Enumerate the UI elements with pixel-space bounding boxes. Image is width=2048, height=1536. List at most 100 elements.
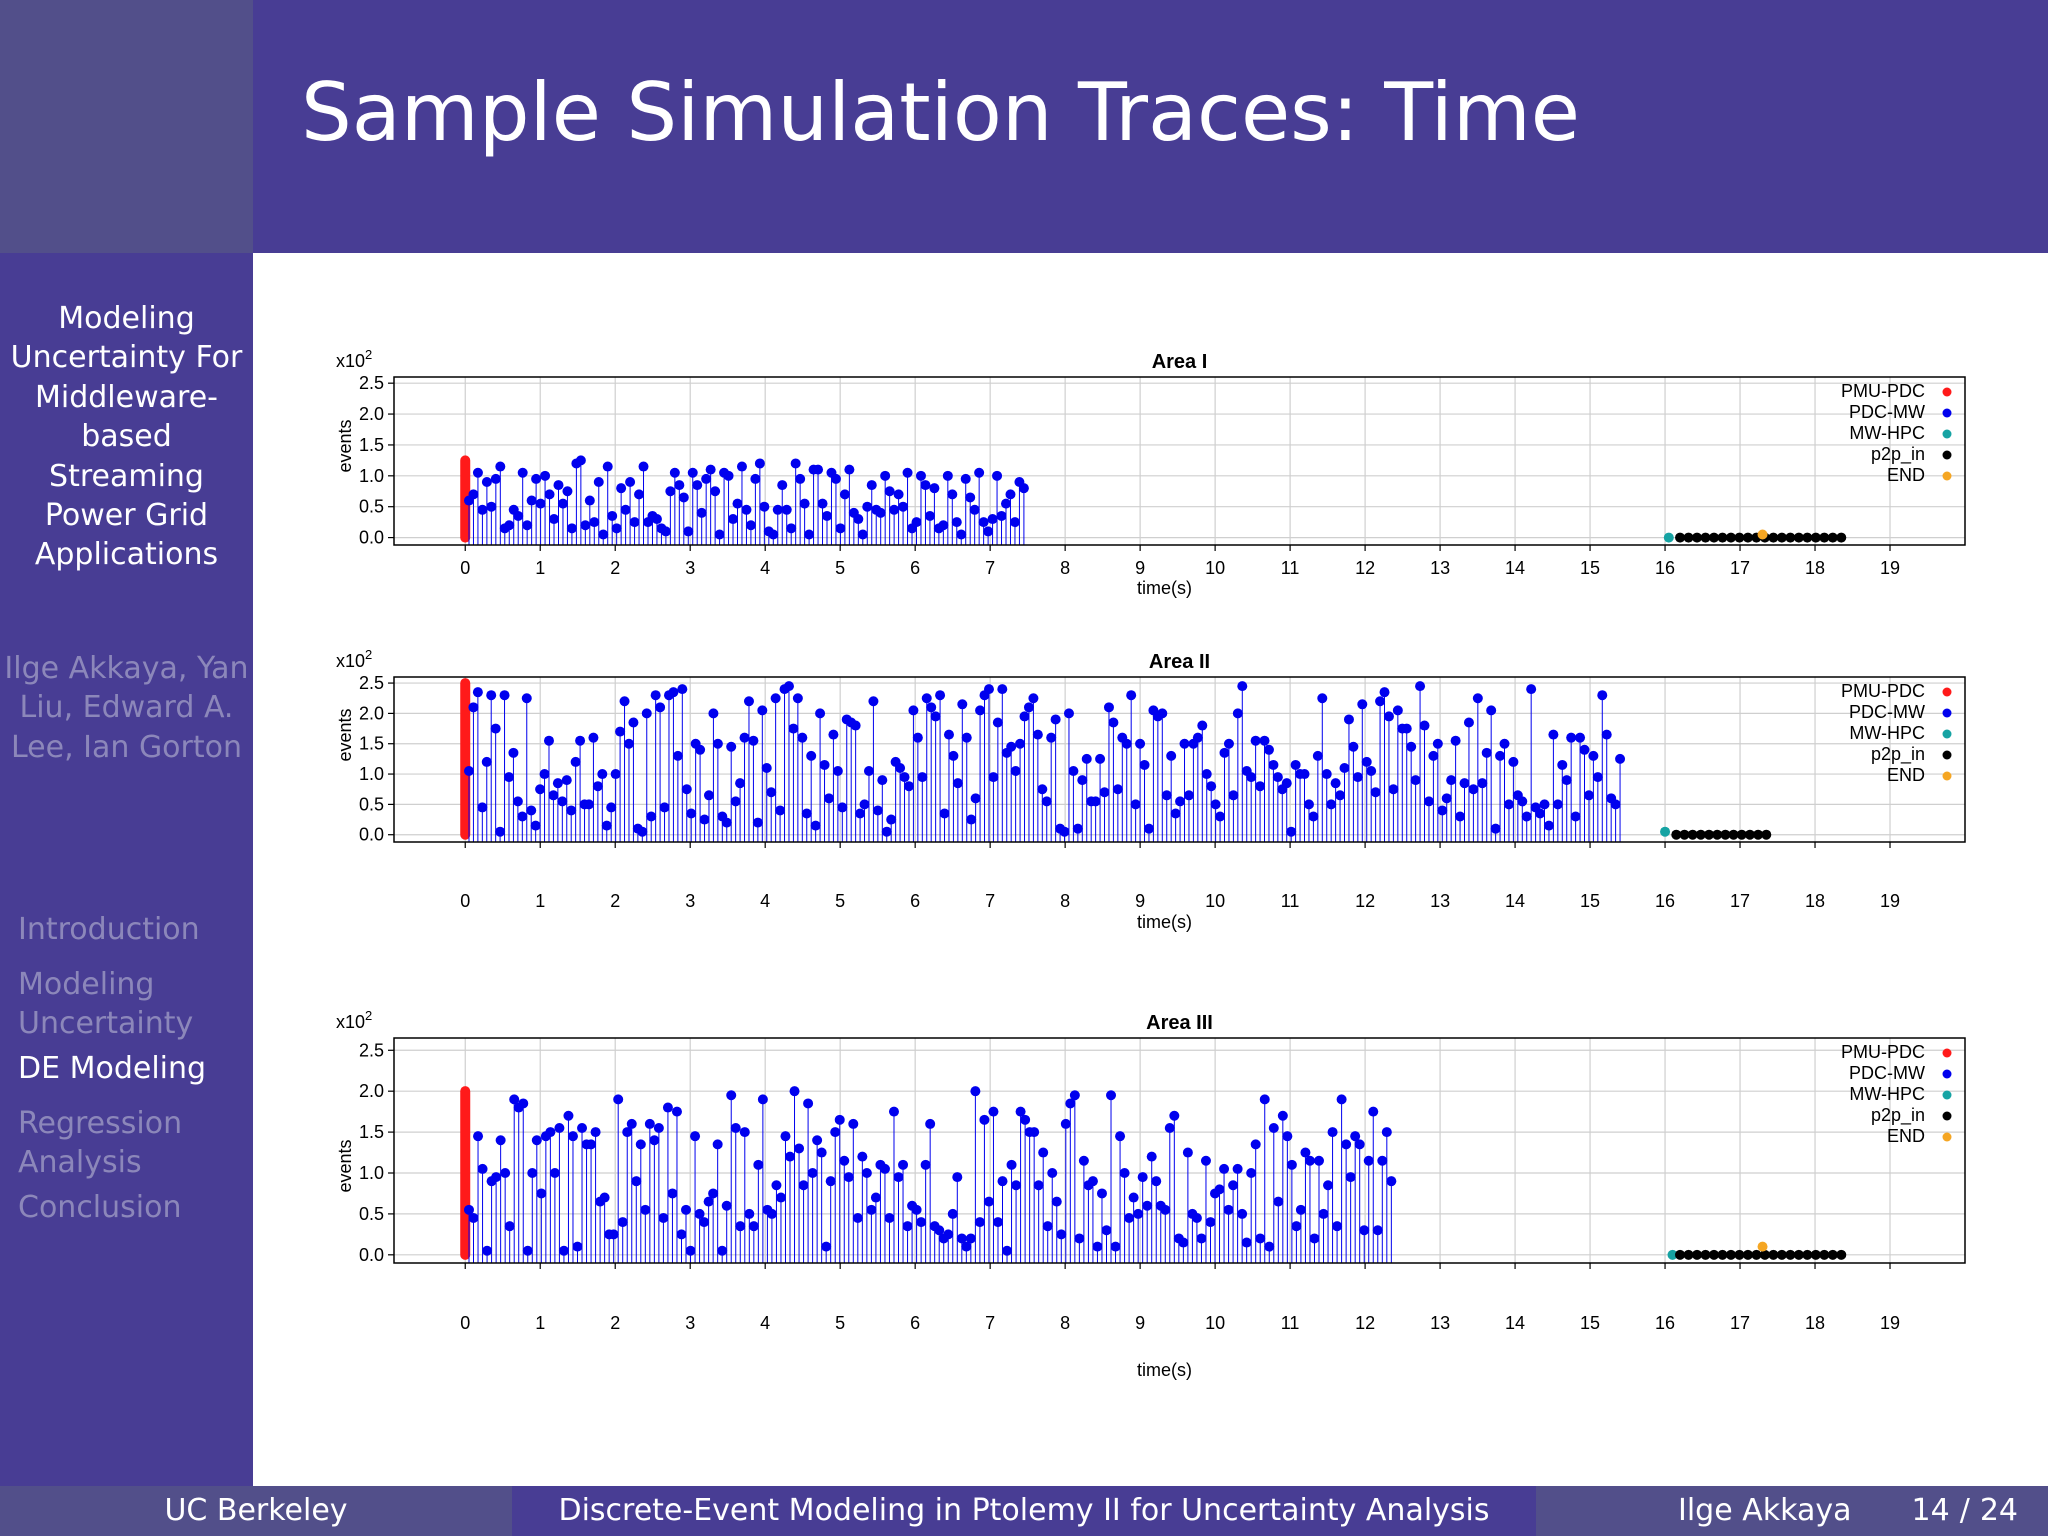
data-point bbox=[1675, 532, 1686, 543]
legend-label: PMU-PDC bbox=[1841, 1042, 1925, 1062]
footer: UC Berkeley Discrete-Event Modeling in P… bbox=[0, 1486, 2048, 1536]
data-point bbox=[598, 529, 609, 540]
legend-label: PDC-MW bbox=[1849, 1063, 1925, 1083]
data-point bbox=[1069, 1090, 1080, 1101]
sidebar-item-modeling-uncertainty[interactable]: Modeling Uncertainty bbox=[18, 967, 194, 1042]
data-point bbox=[619, 696, 630, 707]
data-point bbox=[961, 1241, 972, 1252]
chart-panel-3: 0 1 2 3 4 5 6 7 8 9 10 11 12 13 14 15 16 17 18 190.00.51.01… bbox=[335, 1008, 1966, 1380]
data-point bbox=[1675, 1249, 1686, 1260]
data-point bbox=[911, 517, 922, 528]
legend-marker bbox=[1942, 1132, 1952, 1142]
y-tick-label: 0.0 bbox=[359, 1245, 384, 1265]
data-point bbox=[535, 784, 546, 795]
data-point bbox=[1583, 790, 1594, 801]
y-axis-label: events bbox=[335, 1139, 355, 1192]
data-point bbox=[957, 699, 968, 710]
data-point bbox=[943, 1229, 954, 1240]
x-tick-label: 5 bbox=[835, 1313, 845, 1333]
data-point bbox=[518, 1098, 529, 1109]
data-point bbox=[1143, 823, 1154, 834]
legend-marker bbox=[1942, 708, 1952, 718]
x-tick-label: 5 bbox=[835, 891, 845, 911]
x-tick-label: 7 bbox=[985, 891, 995, 911]
data-point bbox=[1415, 681, 1426, 692]
data-point bbox=[996, 510, 1007, 521]
data-point bbox=[1539, 799, 1550, 810]
slide-title: Sample Simulation Traces: Time bbox=[301, 66, 1581, 159]
sidebar-item-de-modeling[interactable]: DE Modeling bbox=[18, 1051, 207, 1086]
data-point bbox=[572, 1241, 583, 1252]
data-point bbox=[1323, 1180, 1334, 1191]
data-point bbox=[575, 455, 586, 466]
sidebar-item-regression-analysis[interactable]: Regression Analysis bbox=[18, 1106, 183, 1181]
data-point bbox=[723, 470, 734, 481]
data-point bbox=[780, 1131, 791, 1142]
data-point bbox=[468, 1213, 479, 1223]
data-point bbox=[1683, 532, 1694, 543]
series-p2p-in bbox=[1671, 829, 1772, 840]
sidebar-talk-title[interactable]: Modeling Uncertainty For Middleware-base… bbox=[10, 301, 243, 573]
x-tick-label: 8 bbox=[1060, 1313, 1070, 1333]
data-point bbox=[790, 458, 801, 469]
data-point bbox=[839, 489, 850, 500]
sidebar-item-conclusion[interactable]: Conclusion bbox=[18, 1190, 182, 1225]
data-point bbox=[1757, 1241, 1768, 1252]
data-point bbox=[992, 1217, 1003, 1228]
data-point bbox=[521, 693, 532, 704]
data-point bbox=[692, 480, 703, 491]
data-point bbox=[795, 473, 806, 484]
data-point bbox=[629, 517, 640, 528]
data-point bbox=[644, 1118, 655, 1129]
data-point bbox=[634, 489, 645, 500]
data-point bbox=[1499, 738, 1510, 749]
data-point bbox=[983, 1196, 994, 1207]
data-point bbox=[777, 480, 788, 491]
data-point bbox=[1151, 1176, 1162, 1187]
data-point bbox=[544, 489, 555, 500]
x-tick-label: 17 bbox=[1730, 1313, 1750, 1333]
data-point bbox=[1124, 1213, 1135, 1223]
x-tick-label: 1 bbox=[535, 891, 545, 911]
data-point bbox=[586, 1139, 597, 1150]
data-point bbox=[766, 787, 777, 798]
data-point bbox=[540, 470, 551, 481]
data-point bbox=[1318, 1208, 1329, 1219]
x-tick-label: 4 bbox=[760, 1313, 770, 1333]
data-point bbox=[788, 723, 799, 734]
data-point bbox=[1379, 687, 1390, 698]
x-tick-label: 9 bbox=[1135, 558, 1145, 578]
sidebar-item-introduction[interactable]: Introduction bbox=[18, 912, 200, 947]
x-tick-label: 14 bbox=[1505, 891, 1525, 911]
data-point bbox=[965, 492, 976, 503]
data-point bbox=[1273, 1196, 1284, 1207]
legend-label: PDC-MW bbox=[1849, 702, 1925, 722]
data-point bbox=[1836, 1249, 1847, 1260]
data-point bbox=[862, 501, 873, 512]
y-tick-label: 0.0 bbox=[359, 825, 384, 845]
data-point bbox=[708, 708, 719, 719]
data-point bbox=[658, 1213, 669, 1223]
data-point bbox=[1006, 741, 1017, 752]
data-point bbox=[1753, 829, 1764, 840]
data-point bbox=[1720, 829, 1731, 840]
data-point bbox=[848, 1118, 859, 1129]
x-tick-label: 14 bbox=[1505, 558, 1525, 578]
data-point bbox=[1410, 775, 1421, 786]
data-point bbox=[960, 473, 971, 484]
data-point bbox=[1078, 1155, 1089, 1166]
data-point bbox=[1046, 732, 1057, 743]
data-point bbox=[948, 750, 959, 761]
data-point bbox=[1250, 1139, 1261, 1150]
legend-label: PDC-MW bbox=[1849, 402, 1925, 422]
data-point bbox=[770, 693, 781, 704]
data-point bbox=[473, 1131, 484, 1142]
data-point bbox=[1126, 690, 1137, 701]
x-tick-label: 17 bbox=[1730, 891, 1750, 911]
data-point bbox=[992, 470, 1003, 481]
data-point bbox=[681, 784, 692, 795]
data-point bbox=[607, 510, 618, 521]
data-point bbox=[517, 467, 528, 478]
data-point bbox=[819, 759, 830, 770]
data-point bbox=[783, 681, 794, 692]
